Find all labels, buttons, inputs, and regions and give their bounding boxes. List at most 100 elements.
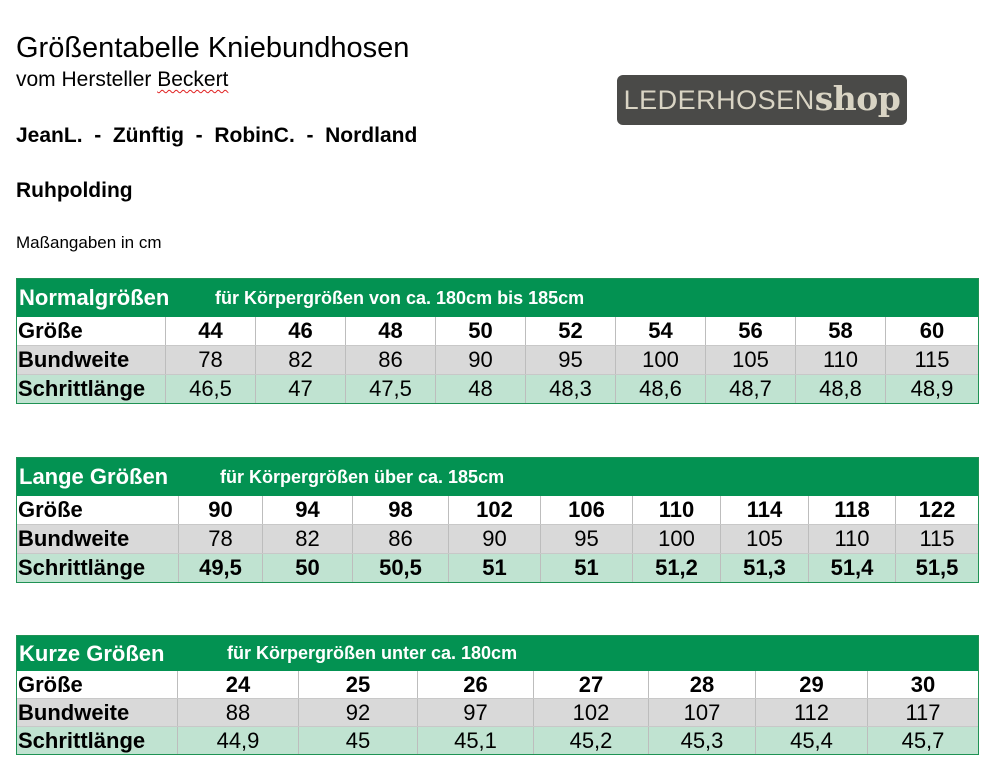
table-row-waist: Bundweite 88 92 97 102 107 112 117 (17, 698, 978, 726)
table-row-size: Größe 44 46 48 50 52 54 56 58 60 (17, 317, 978, 345)
table-cell: 105 (706, 346, 796, 374)
table-category: Kurze Größen (19, 640, 165, 666)
lederhosenshop-logo: LEDERHOSEN shop (617, 75, 907, 125)
table-row-inseam: Schrittlänge 46,5 47 47,5 48 48,3 48,6 4… (17, 374, 978, 403)
table-cell: 51 (541, 554, 633, 582)
table-category: Lange Größen (19, 464, 169, 489)
table-cell: 58 (796, 317, 886, 345)
brand-list: JeanL. - Zünftig - RobinC. - Nordland (16, 124, 418, 147)
table-cell: 51,5 (915, 555, 959, 580)
table-cell: 46 (256, 317, 346, 345)
table-cell: 100 (616, 346, 706, 374)
size-table-short: Kurze Größen für Körpergrößen unter ca. … (16, 635, 979, 755)
table-cell: 27 (534, 671, 649, 698)
table-cell: 110 (796, 346, 886, 374)
table-cell: 48 (436, 375, 526, 403)
table-cell: 115 (914, 347, 950, 372)
manufacturer-name: Beckert (157, 68, 229, 91)
table-cell: 47 (256, 375, 346, 403)
table-cell: 106 (541, 496, 633, 524)
table-cell: 115 (919, 526, 955, 551)
table-cell: 56 (706, 317, 796, 345)
table-cell: 110 (633, 496, 721, 524)
table-cell: 48,7 (706, 375, 796, 403)
table-cell: 46,5 (166, 375, 256, 403)
table-cell: 97 (418, 699, 534, 726)
table-cell: 45,7 (901, 728, 945, 753)
table-cell: 45,3 (649, 727, 756, 754)
table-cell: 30 (910, 672, 936, 697)
table-cell: 86 (353, 525, 449, 553)
table-cell: 45,4 (756, 727, 868, 754)
table-cell: 51 (449, 554, 541, 582)
table-cell: 112 (756, 699, 868, 726)
row-label: Größe (17, 496, 179, 524)
table-header: Lange Größen für Körpergrößen über ca. 1… (17, 458, 978, 496)
table-cell: 98 (353, 496, 449, 524)
table-cell: 51,4 (809, 554, 896, 582)
table-row-waist: Bundweite 78 82 86 90 95 100 105 110 115 (17, 345, 978, 374)
table-cell: 44 (166, 317, 256, 345)
table-cell: 48 (346, 317, 436, 345)
table-cell: 117 (905, 700, 941, 725)
row-label: Schrittlänge (17, 727, 178, 754)
table-cell: 90 (436, 346, 526, 374)
table-description: für Körpergrößen von ca. 180cm bis 185cm (215, 287, 585, 308)
table-cell: 44,9 (178, 727, 299, 754)
page-title: Größentabelle Kniebundhosen (16, 32, 410, 64)
logo-text-bold: shop (814, 78, 901, 118)
model-name: Ruhpolding (16, 179, 133, 202)
manufacturer-line: vom Hersteller Beckert (16, 67, 228, 93)
manufacturer-prefix: vom Hersteller (16, 68, 158, 91)
table-cell: 48,8 (796, 375, 886, 403)
table-row-waist: Bundweite 78 82 86 90 95 100 105 110 115 (17, 524, 978, 553)
table-cell: 88 (178, 699, 299, 726)
row-label: Schrittlänge (17, 375, 166, 403)
table-cell: 48,9 (910, 376, 954, 401)
table-row-size: Größe 24 25 26 27 28 29 30 (17, 671, 978, 698)
logo-text-regular: LEDERHOSEN (623, 84, 815, 115)
table-cell: 50 (436, 317, 526, 345)
table-cell: 105 (721, 525, 809, 553)
table-cell: 102 (534, 699, 649, 726)
table-cell: 54 (616, 317, 706, 345)
table-description: für Körpergrößen unter ca. 180cm (227, 643, 518, 663)
row-label: Bundweite (17, 525, 179, 553)
table-cell: 47,5 (346, 375, 436, 403)
table-cell: 52 (526, 317, 616, 345)
size-table-normal: Normalgrößen für Körpergrößen von ca. 18… (16, 278, 979, 404)
table-cell: 122 (918, 497, 956, 522)
table-cell: 25 (299, 671, 418, 698)
table-cell: 45,1 (418, 727, 534, 754)
row-label: Schrittlänge (17, 554, 179, 582)
table-cell: 82 (263, 525, 353, 553)
table-cell: 48,3 (526, 375, 616, 403)
table-cell: 51,3 (721, 554, 809, 582)
units-note: Maßangaben in cm (16, 233, 162, 252)
table-cell: 95 (526, 346, 616, 374)
row-label: Größe (17, 317, 166, 345)
table-row-inseam: Schrittlänge 44,9 45 45,1 45,2 45,3 45,4… (17, 726, 978, 754)
table-cell: 114 (721, 496, 809, 524)
table-cell: 90 (179, 496, 263, 524)
table-cell: 82 (256, 346, 346, 374)
size-table-long: Lange Größen für Körpergrößen über ca. 1… (16, 457, 979, 583)
table-cell: 24 (178, 671, 299, 698)
table-cell: 78 (179, 525, 263, 553)
table-cell: 90 (449, 525, 541, 553)
table-cell: 118 (809, 496, 896, 524)
table-header: Kurze Größen für Körpergrößen unter ca. … (17, 636, 978, 671)
table-cell: 60 (919, 318, 945, 343)
row-label: Bundweite (17, 699, 178, 726)
table-category: Normalgrößen (19, 285, 170, 310)
table-row-size: Größe 90 94 98 102 106 110 114 118 122 (17, 496, 978, 524)
table-cell: 107 (649, 699, 756, 726)
table-cell: 26 (418, 671, 534, 698)
row-label: Größe (17, 671, 178, 698)
table-cell: 78 (166, 346, 256, 374)
table-cell: 45 (299, 727, 418, 754)
table-cell: 102 (449, 496, 541, 524)
table-header: Normalgrößen für Körpergrößen von ca. 18… (17, 279, 978, 317)
table-row-inseam: Schrittlänge 49,5 50 50,5 51 51 51,2 51,… (17, 553, 978, 582)
table-cell: 51,2 (633, 554, 721, 582)
